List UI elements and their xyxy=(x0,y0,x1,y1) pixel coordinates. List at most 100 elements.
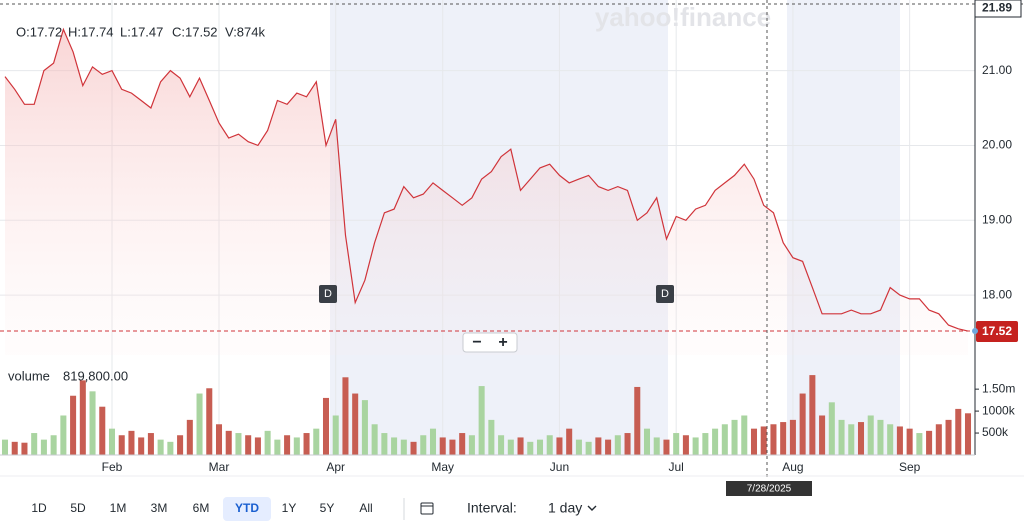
volume-bar xyxy=(517,437,524,455)
volume-bar xyxy=(274,439,281,455)
ohlc-value: H:17.74 xyxy=(68,24,114,39)
range-button[interactable]: 6M xyxy=(193,501,210,515)
volume-tick-label: 500k xyxy=(982,425,1009,439)
volume-bar xyxy=(215,424,223,455)
dividend-label[interactable]: D xyxy=(661,288,669,300)
volume-bar xyxy=(887,424,894,455)
interval-value[interactable]: 1 day xyxy=(548,500,582,516)
dividend-label[interactable]: D xyxy=(324,288,332,300)
volume-bar xyxy=(702,433,709,455)
volume-bar xyxy=(400,439,407,455)
volume-bar xyxy=(595,437,602,455)
zoom-out[interactable]: − xyxy=(472,334,481,351)
volume-bar xyxy=(206,388,213,455)
range-selected-bg[interactable] xyxy=(223,497,271,521)
volume-bar xyxy=(507,439,514,455)
volume-bar xyxy=(848,424,855,455)
volume-bar xyxy=(322,397,330,455)
volume-bar xyxy=(352,393,359,455)
volume-bar xyxy=(838,419,845,455)
volume-bar xyxy=(177,435,184,455)
high-marker-box xyxy=(974,0,1022,18)
price-line xyxy=(4,27,969,332)
volume-bar xyxy=(780,422,787,455)
zoom-in[interactable]: + xyxy=(498,334,507,351)
x-tick-label: Sep xyxy=(899,460,921,474)
volume-bar xyxy=(99,406,106,455)
volume-bar xyxy=(527,441,534,455)
interval-label: Interval: xyxy=(467,500,517,516)
range-button[interactable]: All xyxy=(359,501,372,515)
volume-bar xyxy=(89,391,96,455)
crosshair-date-box xyxy=(726,481,812,496)
volume-bar xyxy=(624,433,631,455)
range-button[interactable]: 5Y xyxy=(320,501,335,515)
volume-bar xyxy=(167,441,174,455)
x-tick-label: Jun xyxy=(550,460,569,474)
calendar-icon[interactable] xyxy=(420,502,434,515)
volume-bar xyxy=(40,439,47,455)
volume-bar xyxy=(293,437,300,455)
dividend-marker[interactable] xyxy=(656,285,674,303)
zoom-control xyxy=(462,332,518,353)
ohlc-value: O:17.72 xyxy=(16,24,62,39)
volume-bar xyxy=(410,441,417,455)
volume-bar xyxy=(478,386,485,455)
volume-bar xyxy=(809,375,816,455)
volume-bar xyxy=(867,415,874,455)
volume-bar xyxy=(303,433,310,455)
volume-bar xyxy=(498,435,505,455)
x-tick-label: Jul xyxy=(669,460,684,474)
volume-bar xyxy=(536,439,544,455)
ohlc-value: L:17.47 xyxy=(120,24,163,39)
x-tick-label: May xyxy=(431,460,454,474)
volume-title: volume xyxy=(8,368,50,383)
volume-bar xyxy=(566,428,573,455)
volume-bar xyxy=(712,428,719,455)
volume-bar xyxy=(439,437,446,455)
volume-bar xyxy=(284,435,291,455)
range-button[interactable]: 1D xyxy=(31,501,47,515)
volume-bar xyxy=(21,442,28,455)
volume-bar xyxy=(147,433,154,455)
calendar-body[interactable] xyxy=(420,502,434,515)
volume-bar xyxy=(673,433,680,455)
volume-bar xyxy=(682,435,689,455)
volume-bar xyxy=(108,428,116,455)
range-button[interactable]: YTD xyxy=(235,501,259,515)
watermark: yahoo!finance xyxy=(595,2,771,32)
volume-bar xyxy=(546,435,553,455)
interval-chevron[interactable] xyxy=(587,505,597,511)
last-price-dot xyxy=(972,328,978,335)
volume-bar xyxy=(186,419,193,455)
volume-bar xyxy=(196,393,203,455)
volume-bar xyxy=(381,433,388,455)
volume-bar xyxy=(468,435,475,455)
volume-bar xyxy=(50,435,57,455)
price-area xyxy=(5,29,968,356)
range-button[interactable]: 1M xyxy=(110,501,127,515)
y-tick-label: 21.00 xyxy=(982,63,1012,77)
volume-bar xyxy=(79,380,86,455)
x-tick-label: Mar xyxy=(209,460,230,474)
dividend-marker[interactable] xyxy=(319,285,337,303)
volume-bar xyxy=(926,430,933,455)
volume-bar xyxy=(857,422,865,455)
y-tick-label: 18.00 xyxy=(982,287,1012,301)
range-button[interactable]: 5D xyxy=(70,501,86,515)
range-button[interactable]: 1Y xyxy=(282,501,297,515)
volume-bar xyxy=(332,415,339,455)
volume-bar xyxy=(429,428,437,455)
volume-bar xyxy=(799,393,806,455)
x-tick-label: Feb xyxy=(102,460,123,474)
last-price-label: 17.52 xyxy=(982,324,1012,338)
volume-bar xyxy=(614,435,621,455)
volume-bar xyxy=(789,419,796,455)
range-button[interactable]: 3M xyxy=(151,501,168,515)
volume-bar xyxy=(731,419,738,455)
volume-bar xyxy=(605,439,612,455)
volume-bar xyxy=(371,424,378,455)
volume-bar xyxy=(741,415,748,455)
volume-bar xyxy=(575,439,582,455)
